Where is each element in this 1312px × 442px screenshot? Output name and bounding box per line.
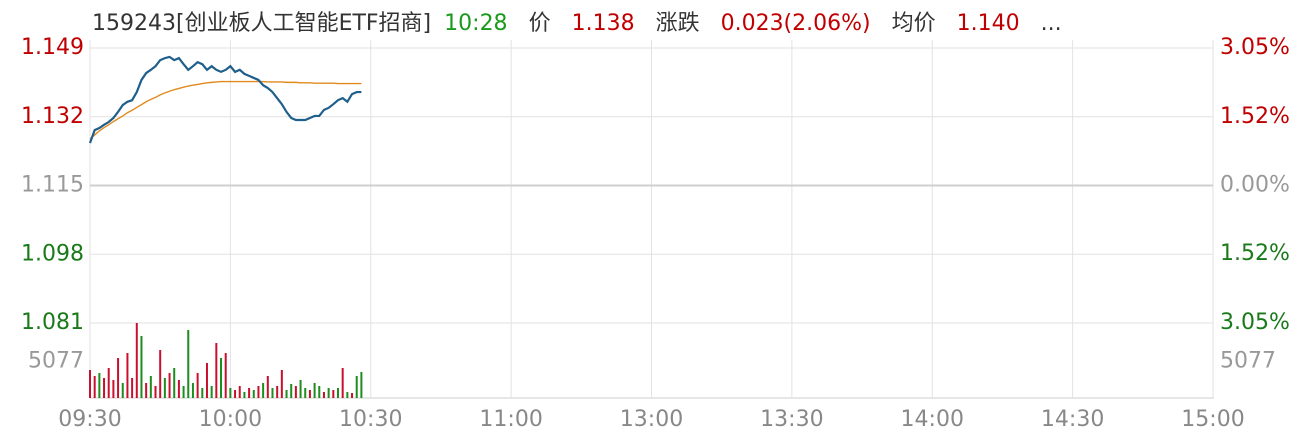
y2-tick-label: 3.05% — [1220, 310, 1290, 335]
code-name: 159243[创业板人工智能ETF招商] — [92, 11, 431, 36]
volume-bar — [318, 385, 321, 398]
volume-bar — [280, 369, 283, 398]
volume-bar — [201, 387, 204, 398]
volume-tick-label-right: 5077 — [1220, 349, 1276, 374]
volume-bar — [173, 367, 176, 398]
volume-bar — [341, 367, 344, 398]
price-line — [88, 55, 362, 144]
y-tick-label: 1.098 — [21, 241, 84, 266]
volume-bar — [262, 382, 265, 398]
volume-bar — [294, 385, 297, 398]
time: 10:28 — [444, 11, 507, 36]
volume-bar — [308, 389, 311, 398]
volume-bar — [224, 352, 227, 398]
volume-bar — [229, 387, 232, 398]
volume-bar — [121, 382, 124, 398]
volume-bar — [355, 375, 358, 398]
volume-bar — [238, 385, 241, 398]
change: 0.023(2.06%) — [721, 11, 871, 36]
y-tick-label: 1.081 — [21, 310, 84, 335]
y-tick-label: 1.132 — [21, 104, 84, 129]
volume-bar — [182, 385, 185, 398]
volume-bar — [205, 362, 208, 398]
volume-bar — [299, 379, 302, 398]
price: 1.138 — [572, 11, 635, 36]
y2-tick-label: 1.52% — [1220, 104, 1290, 129]
volume-bar — [131, 377, 134, 398]
average-line — [89, 80, 362, 140]
volume-bar — [332, 389, 335, 398]
x-tick-label: 10:30 — [339, 407, 402, 432]
volume-bar — [98, 372, 101, 398]
volume-bar — [266, 375, 269, 398]
volume-bar — [252, 389, 255, 398]
volume-bar — [360, 371, 363, 398]
y-tick-label: 1.149 — [21, 35, 84, 60]
more: ... — [1041, 11, 1062, 36]
volume-tick-label: 5077 — [28, 349, 84, 374]
y2-tick-label: 1.52% — [1220, 241, 1290, 266]
volume-bar — [145, 382, 148, 398]
y2-tick-label: 3.05% — [1220, 35, 1290, 60]
volume-bar — [196, 372, 199, 398]
volume-bar — [154, 385, 157, 398]
x-tick-label: 14:30 — [1041, 407, 1104, 432]
volume-bar — [234, 389, 237, 398]
avg: 1.140 — [957, 11, 1020, 36]
volume-bar — [304, 387, 307, 398]
volume-bar — [93, 375, 96, 398]
volume-bar — [135, 322, 138, 398]
volume-bar — [351, 392, 354, 398]
change-label: 涨跌 — [656, 11, 700, 36]
x-tick-label: 14:00 — [901, 407, 964, 432]
volume-bar — [117, 357, 120, 398]
x-tick-label: 09:30 — [58, 407, 121, 432]
volume-bar — [313, 382, 316, 398]
volume-bar — [220, 357, 223, 398]
volume-bar — [168, 372, 171, 398]
volume-bar — [103, 377, 106, 398]
volume-bar — [290, 383, 293, 398]
volume-bar — [248, 387, 251, 398]
volume-bar — [346, 391, 349, 398]
volume-bar — [276, 385, 279, 398]
x-tick-label: 11:00 — [479, 407, 542, 432]
volume-bar — [336, 387, 339, 398]
volume-bar — [257, 385, 260, 398]
volume-bar — [327, 387, 330, 398]
volume-bar — [210, 385, 213, 398]
y-tick-label: 1.115 — [21, 173, 84, 198]
volume-bar — [126, 352, 129, 398]
y2-tick-label: 0.00% — [1220, 173, 1290, 198]
x-tick-label: 13:00 — [620, 407, 683, 432]
volume-bar — [107, 367, 110, 398]
x-tick-label: 10:00 — [199, 407, 262, 432]
volume-bar — [243, 391, 246, 398]
avg-label: 均价 — [892, 11, 936, 36]
volume-bar — [89, 369, 91, 398]
volume-bar — [112, 379, 115, 398]
volume-bar — [285, 389, 288, 398]
volume-bar — [140, 335, 143, 398]
volume-bar — [163, 377, 166, 398]
volume-bar — [187, 329, 190, 398]
volume-bar — [191, 382, 194, 398]
volume-bar — [322, 391, 325, 398]
x-tick-label: 15:00 — [1181, 407, 1244, 432]
volume-bar — [149, 375, 152, 398]
price-label: 价 — [529, 11, 551, 36]
volume-bar — [215, 342, 218, 398]
x-tick-label: 13:30 — [760, 407, 823, 432]
volume-bar — [159, 349, 162, 398]
volume-bar — [271, 387, 274, 398]
header: 159243[创业板人工智能ETF招商] 10:28 价 1.138 涨跌 0.… — [92, 11, 1062, 36]
volume-bar — [177, 379, 180, 398]
